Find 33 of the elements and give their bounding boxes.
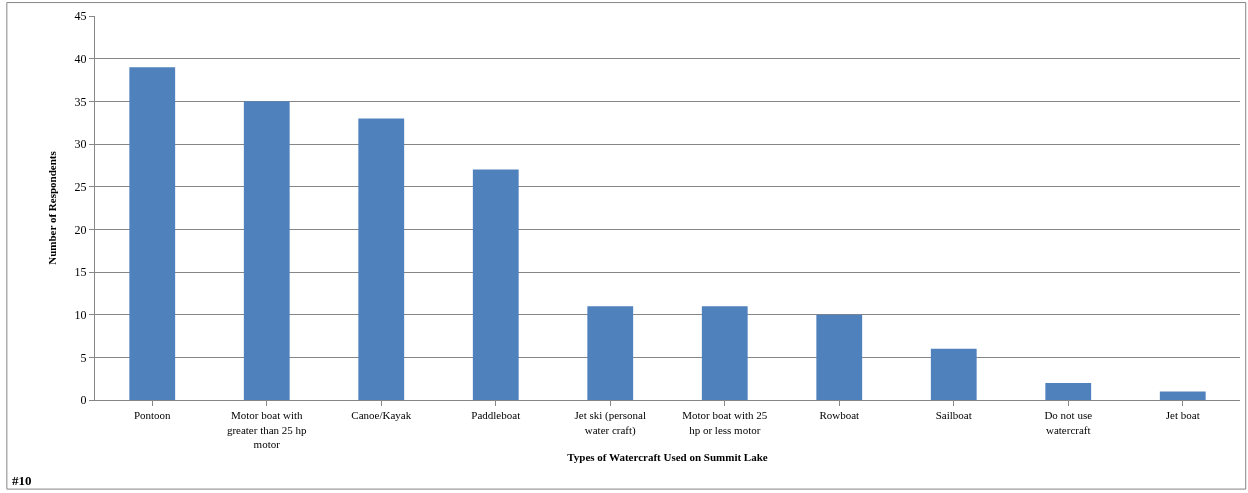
y-tick-label: 40 <box>74 51 87 66</box>
bar <box>358 118 405 400</box>
bar <box>243 101 290 400</box>
bar <box>930 348 977 400</box>
x-tick-label: Pontoon <box>133 409 172 422</box>
x-tick-label: Motor boat with 25 hp or less motor <box>682 409 768 436</box>
bar <box>1159 391 1206 400</box>
x-tick-label: Sailboat <box>935 409 972 422</box>
x-axis-title: Types of Watercraft Used on Summit Lake <box>567 451 768 463</box>
x-tick-label: Canoe/Kayak <box>351 409 412 422</box>
x-tick-label: Do not use watercraft <box>1044 409 1093 436</box>
x-tick-label: Jet boat <box>1165 409 1200 422</box>
text: #10 <box>12 473 32 488</box>
x-tick-label: Jet ski (personal water craft) <box>574 409 646 437</box>
y-tick-label: 0 <box>80 393 87 408</box>
bar <box>129 67 176 400</box>
y-tick-label: 10 <box>74 307 87 322</box>
x-tick-label: Rowboat <box>819 409 860 422</box>
y-tick-label: 5 <box>80 350 87 365</box>
y-tick-label: 25 <box>74 179 87 194</box>
y-tick-label: 30 <box>74 137 87 152</box>
bar <box>701 306 748 400</box>
y-tick-label: 35 <box>74 94 87 109</box>
bar <box>1045 382 1092 400</box>
bar <box>587 306 634 400</box>
y-tick-label: 15 <box>74 265 87 280</box>
x-tick-label: Paddleboat <box>471 409 521 422</box>
y-tick-label: 45 <box>74 9 87 24</box>
y-tick-label: 20 <box>74 222 87 237</box>
bar <box>816 314 863 400</box>
y-axis-title: Number of Respondents <box>46 150 59 265</box>
bar <box>472 169 519 400</box>
x-tick-label: Motor boat with greater than 25 hp motor <box>226 409 308 450</box>
